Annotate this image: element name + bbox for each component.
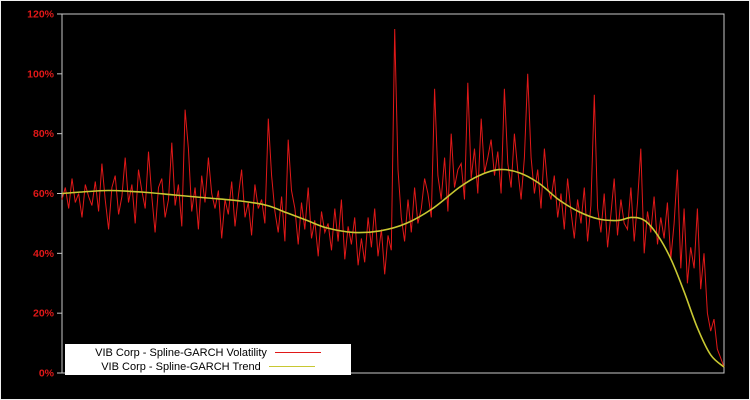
legend-item-volatility: VIB Corp - Spline-GARCH Volatility <box>71 346 345 359</box>
legend-label-volatility: VIB Corp - Spline-GARCH Volatility <box>95 346 267 359</box>
volatility-line-sample <box>274 352 321 353</box>
trend-line-sample <box>268 366 315 367</box>
y-axis-tick-label: 60% <box>33 188 55 200</box>
y-axis-tick-label: 100% <box>27 68 55 80</box>
trend-series <box>61 168 725 368</box>
y-axis-tick-label: 20% <box>33 308 55 320</box>
y-axis-tick-label: 0% <box>39 368 55 380</box>
legend-label-trend: VIB Corp - Spline-GARCH Trend <box>101 360 261 373</box>
y-axis-tick-label: 120% <box>27 9 55 21</box>
y-axis-tick-label: 80% <box>33 128 55 140</box>
volatility-series <box>61 28 725 368</box>
legend: VIB Corp - Spline-GARCH Volatility VIB C… <box>65 344 351 375</box>
legend-item-trend: VIB Corp - Spline-GARCH Trend <box>71 360 345 373</box>
y-axis-tick-label: 40% <box>33 248 55 260</box>
